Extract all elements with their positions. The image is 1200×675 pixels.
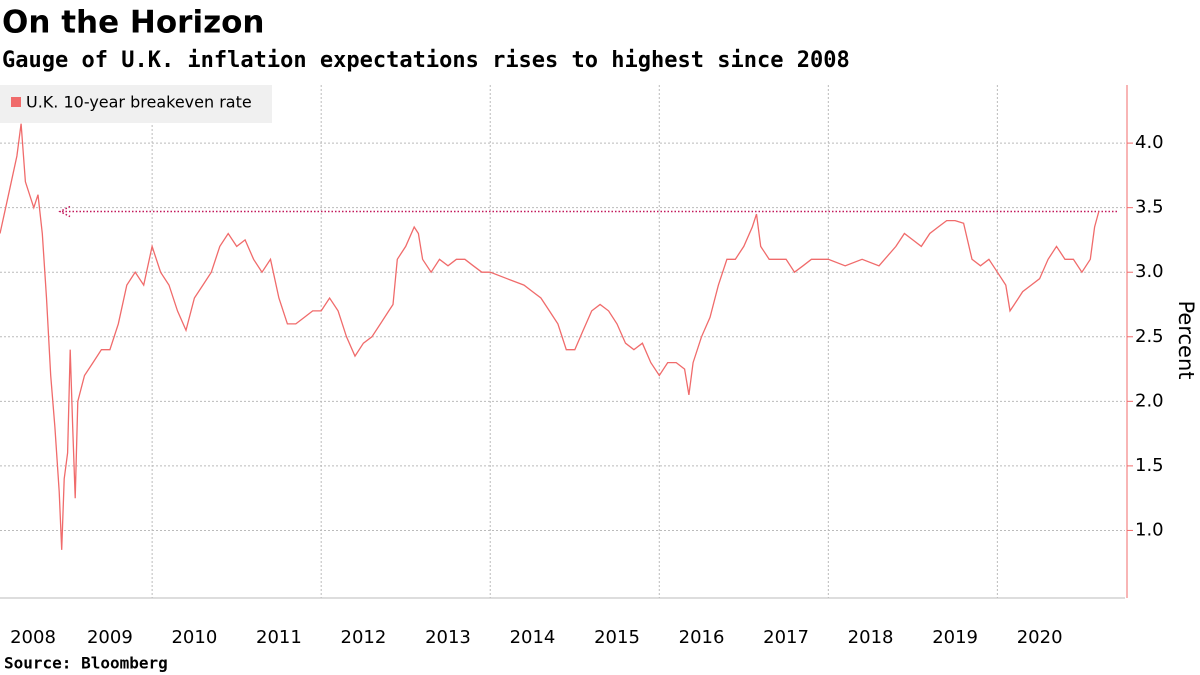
reference-arrowhead — [58, 205, 71, 218]
y-tick-label: 1.5 — [1135, 455, 1164, 476]
x-tick-label: 2014 — [510, 627, 556, 648]
source: Source: Bloomberg — [4, 654, 168, 673]
x-tick-label: 2020 — [1017, 627, 1063, 648]
y-tick-label: 1.0 — [1135, 519, 1164, 540]
y-tick-label: 2.0 — [1135, 390, 1164, 411]
x-tick-label: 2015 — [594, 627, 640, 648]
x-tick-label: 2017 — [763, 627, 809, 648]
legend-label: U.K. 10-year breakeven rate — [26, 93, 252, 112]
x-tick-label: 2010 — [171, 627, 217, 648]
x-tick-label: 2013 — [425, 627, 471, 648]
series-line — [0, 123, 1100, 550]
x-tick-label: 2018 — [848, 627, 894, 648]
x-tick-label: 2019 — [932, 627, 978, 648]
x-tick-label: 2008 — [10, 627, 56, 648]
x-tick-label: 2011 — [256, 627, 302, 648]
x-tick-label: 2009 — [87, 627, 133, 648]
x-tick-label: 2016 — [679, 627, 725, 648]
y-tick-label: 2.5 — [1135, 326, 1164, 347]
y-tick-label: 4.0 — [1135, 132, 1164, 153]
legend-box — [0, 85, 272, 123]
y-tick-label: 3.5 — [1135, 197, 1164, 218]
y-axis-label: Percent — [1174, 300, 1198, 379]
chart-title: On the Horizon — [2, 5, 265, 41]
chart-subtitle: Gauge of U.K. inflation expectations ris… — [2, 48, 850, 73]
x-tick-label: 2012 — [341, 627, 387, 648]
y-tick-label: 3.0 — [1135, 261, 1164, 282]
legend-swatch — [11, 97, 21, 107]
